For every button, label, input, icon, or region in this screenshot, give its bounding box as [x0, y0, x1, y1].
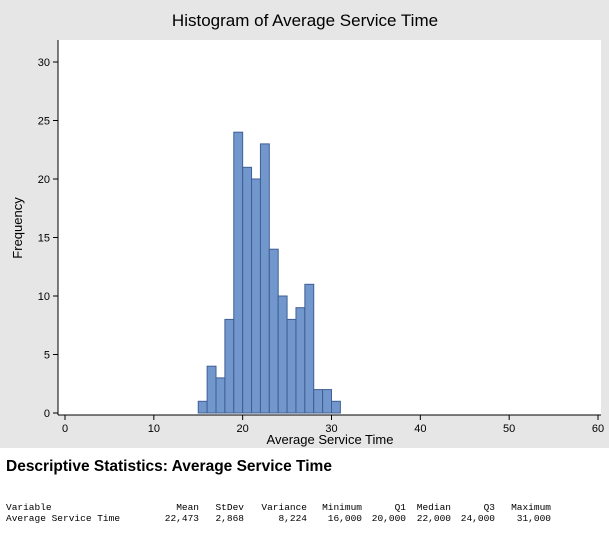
stats-cell-q3: 24,000	[460, 513, 495, 524]
stats-data-row: Average Service Time 22,473 2,868 8,224 …	[6, 513, 551, 524]
stats-cell-q1: 20,000	[371, 513, 406, 524]
stats-heading: Descriptive Statistics: Average Service …	[6, 458, 332, 475]
histogram-bar	[322, 389, 332, 414]
stats-cell-stdev: 2,868	[215, 513, 244, 524]
histogram-bar	[286, 318, 297, 414]
y-tick-label: 0	[44, 408, 50, 420]
stats-col-maximum: Maximum	[511, 502, 551, 513]
stats-cell-variance: 8,224	[278, 513, 307, 524]
y-tick-label: 25	[38, 116, 50, 128]
histogram-bar	[295, 307, 306, 414]
stats-cell-variable: Average Service Time	[6, 513, 121, 524]
histogram-bar	[197, 400, 208, 414]
bars-layer	[197, 131, 341, 414]
histogram-bar	[313, 389, 324, 414]
stats-col-mean: Mean	[176, 502, 199, 513]
stats-col-q1: Q1	[394, 502, 406, 513]
stats-col-q3: Q3	[483, 502, 495, 513]
histogram-bar	[206, 365, 217, 414]
stats-cell-maximum: 31,000	[516, 513, 551, 524]
y-axis-label: Frequency	[10, 197, 25, 259]
y-tick-label: 15	[38, 233, 50, 245]
stats-cell-mean: 22,473	[164, 513, 199, 524]
chart-title: Histogram of Average Service Time	[172, 11, 438, 30]
histogram-bar	[233, 131, 244, 414]
stats-col-stdev: StDev	[215, 502, 244, 513]
histogram-bar	[277, 295, 288, 414]
histogram-bar	[268, 248, 279, 414]
plot-area	[58, 40, 601, 415]
stats-col-variable: Variable	[6, 502, 52, 513]
axes-layer: 0 5 10 15 20 25 30 0 10 20 30 40 50 60	[38, 40, 604, 435]
descriptive-stats-table: Variable Mean StDev Variance Minimum Q1 …	[6, 502, 551, 524]
y-tick-label: 10	[38, 291, 50, 303]
x-tick-label: 0	[62, 423, 68, 435]
y-tick-label: 30	[38, 57, 50, 69]
stats-col-minimum: Minimum	[322, 502, 362, 513]
x-tick-label: 40	[414, 423, 426, 435]
stats-cell-minimum: 16,000	[327, 513, 362, 524]
histogram-bar	[251, 178, 261, 414]
y-tick-label: 5	[44, 350, 50, 362]
stats-cell-median: 22,000	[416, 513, 451, 524]
x-tick-label: 20	[237, 423, 249, 435]
y-tick-label: 20	[38, 174, 50, 186]
x-tick-label: 60	[592, 423, 604, 435]
histogram-bar	[259, 143, 270, 414]
x-tick-label: 50	[503, 423, 515, 435]
chart-svg: Histogram of Average Service Time Freque…	[10, 11, 604, 447]
stats-header-row: Variable Mean StDev Variance Minimum Q1 …	[6, 502, 551, 513]
histogram-bar	[224, 318, 235, 414]
x-tick-label: 30	[325, 423, 337, 435]
x-tick-label: 10	[148, 423, 160, 435]
x-axis-label: Average Service Time	[267, 432, 394, 447]
stats-col-median: Median	[416, 502, 451, 513]
histogram-bar	[331, 400, 341, 414]
histogram-bar	[215, 377, 226, 414]
histogram-chart: Histogram of Average Service Time Freque…	[0, 0, 609, 448]
histogram-bar	[304, 283, 315, 414]
histogram-bar	[242, 166, 253, 414]
stats-col-variance: Variance	[261, 502, 307, 513]
